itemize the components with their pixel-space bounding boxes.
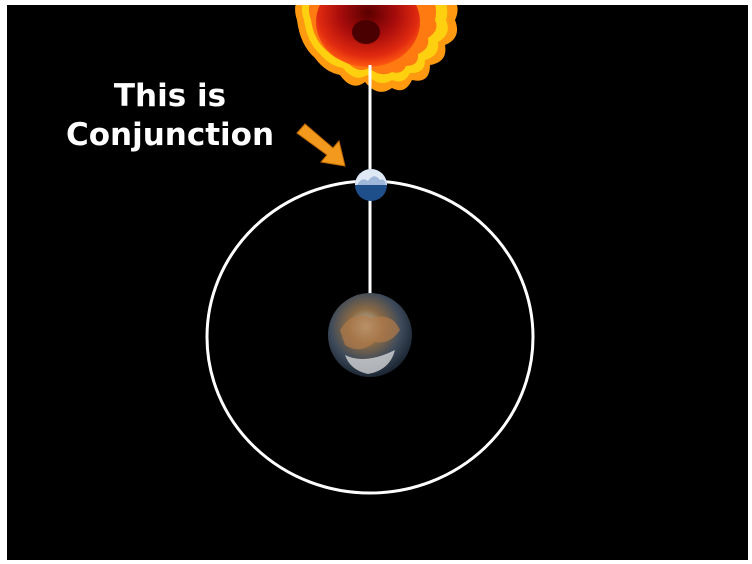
moon — [355, 169, 387, 201]
annotation-line: This is — [114, 78, 226, 114]
annotation-line: Conjunction — [66, 117, 274, 153]
slide: This is Conjunction — [0, 0, 752, 564]
earth — [328, 293, 412, 377]
